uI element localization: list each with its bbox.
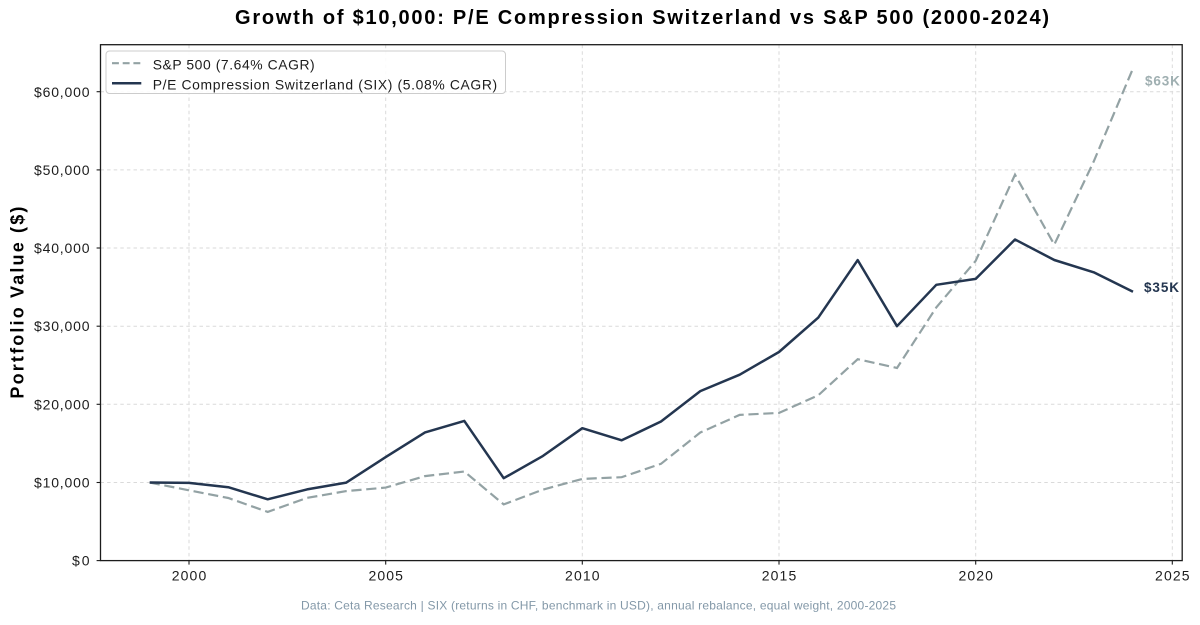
svg-text:P/E Compression Switzerland (S: P/E Compression Switzerland (SIX) (5.08%…	[153, 77, 498, 93]
svg-text:$20,000: $20,000	[34, 396, 90, 412]
svg-text:$0: $0	[72, 553, 90, 569]
svg-text:2005: 2005	[368, 568, 403, 584]
svg-text:Data: Ceta Research | SIX (ret: Data: Ceta Research | SIX (returns in CH…	[301, 599, 896, 613]
svg-text:$40,000: $40,000	[34, 240, 90, 256]
svg-text:2025: 2025	[1155, 568, 1190, 584]
svg-text:S&P 500 (7.64% CAGR): S&P 500 (7.64% CAGR)	[153, 57, 315, 73]
svg-text:$50,000: $50,000	[34, 162, 90, 178]
svg-text:$10,000: $10,000	[34, 475, 90, 491]
svg-text:2020: 2020	[958, 568, 993, 584]
svg-text:$63K: $63K	[1145, 74, 1180, 89]
svg-text:$30,000: $30,000	[34, 318, 90, 334]
svg-text:Portfolio Value ($): Portfolio Value ($)	[8, 207, 28, 399]
svg-text:$35K: $35K	[1144, 280, 1179, 295]
svg-text:Growth of $10,000: P/E Compres: Growth of $10,000: P/E Compression Switz…	[235, 7, 1049, 29]
svg-text:2015: 2015	[762, 568, 797, 584]
svg-text:2010: 2010	[565, 568, 600, 584]
svg-text:$60,000: $60,000	[34, 84, 90, 100]
svg-text:2000: 2000	[172, 568, 207, 584]
